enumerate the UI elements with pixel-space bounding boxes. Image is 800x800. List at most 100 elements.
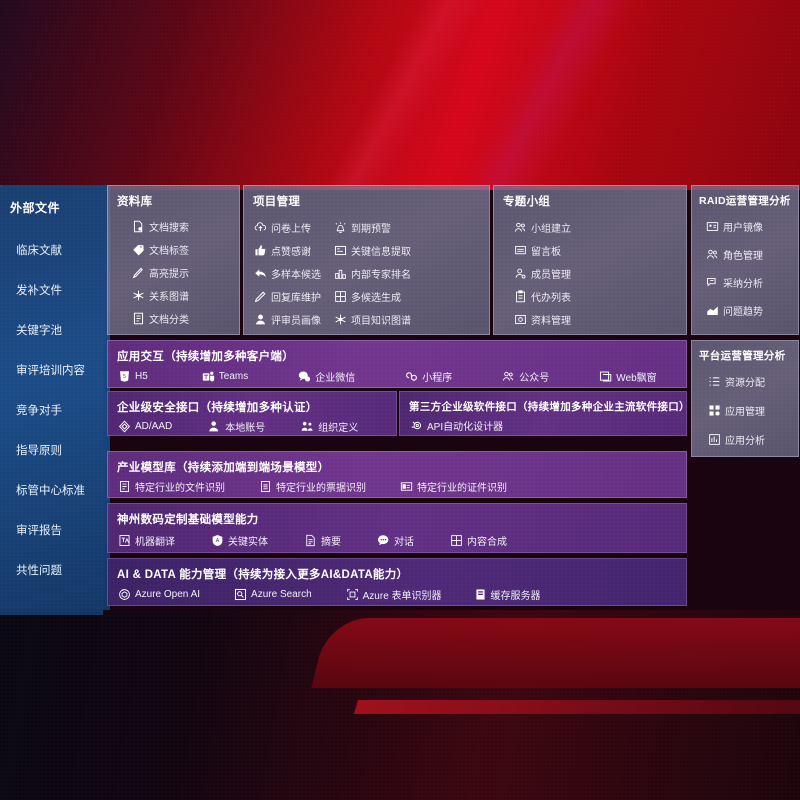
library-item-doc-classify[interactable]: 文档分类: [132, 311, 231, 326]
foundation-item-summary[interactable]: 摘要: [304, 533, 341, 548]
expand-grid-icon: [334, 290, 347, 303]
panel-raid-title: RAID运营管理分析: [699, 195, 791, 207]
bar-foundation-title: 神州数码定制基础模型能力: [117, 514, 259, 526]
shield-diamond-icon: [118, 420, 131, 433]
project-item-label: 内部专家排名: [351, 270, 411, 281]
foundation-item-translation[interactable]: 机器翻译: [118, 533, 175, 548]
interaction-item-label: Teams: [218, 371, 249, 382]
project-item-label: 关键信息提取: [351, 247, 411, 258]
interaction-item-label: 小程序: [422, 373, 453, 384]
ordered-list-icon: [708, 375, 721, 388]
foundation-item-dialog[interactable]: 对话: [377, 533, 414, 548]
panel-library: 资料库 文档搜索 文档标签 高亮提示 关系图谱 文档分类: [107, 185, 240, 335]
app-grid-gear-icon: [708, 404, 721, 417]
industry-item-label: 特定行业的票据识别: [276, 483, 366, 494]
security-item-org-definition[interactable]: 组织定义: [301, 419, 358, 434]
sidebar-item-guidelines[interactable]: 指导原则: [16, 445, 62, 457]
thirdparty-item-api-designer[interactable]: API自动化设计器: [410, 418, 503, 433]
project-item-multi-candidate[interactable]: 多候选生成: [334, 289, 414, 304]
project-item-expert-ranking[interactable]: 内部专家排名: [334, 266, 414, 281]
sidebar-item-common-issues[interactable]: 共性问题: [16, 565, 62, 577]
project-item-reply-library[interactable]: 回复库维护: [254, 289, 334, 304]
aidata-item-azure-openai[interactable]: Azure Open AI: [118, 588, 200, 601]
group-item-data-mgmt[interactable]: 资料管理: [514, 312, 602, 327]
group-item-member-mgmt[interactable]: 成员管理: [514, 266, 602, 281]
library-item-relation-graph[interactable]: 关系图谱: [132, 288, 231, 303]
raid-item-role-mgmt[interactable]: 角色管理: [706, 247, 790, 262]
industry-item-file-recognition[interactable]: 特定行业的文件识别: [118, 479, 225, 494]
project-item-multi-sample[interactable]: 多样本候选: [254, 266, 334, 281]
platform-item-resource-alloc[interactable]: 资源分配: [708, 374, 790, 389]
library-item-doc-search[interactable]: 文档搜索: [132, 219, 231, 234]
security-item-local-account[interactable]: 本地账号: [208, 419, 265, 434]
foundation-item-content-composition[interactable]: 内容合成: [450, 533, 507, 548]
project-item-reviewer-profile[interactable]: 评审员画像: [254, 312, 334, 327]
project-item-knowledge-graph[interactable]: 项目知识图谱: [334, 312, 414, 327]
web-window-icon: [599, 370, 612, 383]
group-item-label: 资料管理: [531, 316, 571, 327]
group-item-create[interactable]: 小组建立: [514, 220, 602, 235]
project-item-thanks[interactable]: 点赞感谢: [254, 243, 334, 258]
interaction-item-wecom[interactable]: 企业微信: [298, 369, 355, 384]
panel-project-management: 项目管理 问卷上传 到期预警 点赞感谢 关键信息提取 多样本候选: [243, 185, 490, 335]
library-item-label: 关系图谱: [149, 292, 189, 303]
person-portrait-icon: [254, 313, 267, 326]
sidebar-item-standards-center[interactable]: 标管中心标准: [16, 485, 85, 497]
aidata-item-cache-server[interactable]: 缓存服务器: [474, 587, 541, 602]
foundation-item-key-entity[interactable]: A 关键实体: [211, 533, 268, 548]
raid-item-issue-trend[interactable]: 问题趋势: [706, 303, 790, 318]
library-item-label: 高亮提示: [149, 269, 189, 280]
document-search-icon: [132, 220, 145, 233]
bar-security-title: 企业级安全接口（持续增加多种认证）: [117, 402, 318, 414]
raid-item-user-profile[interactable]: 用户镜像: [706, 219, 790, 234]
security-item-ad-aad[interactable]: AD/AAD: [118, 420, 172, 433]
reply-arrow-icon: [254, 267, 267, 280]
sidebar-item-keyword-pool[interactable]: 关键字池: [16, 325, 62, 337]
group-item-message-board[interactable]: 留言板: [514, 243, 594, 258]
sidebar-item-review-report[interactable]: 审评报告: [16, 525, 62, 537]
platform-item-app-analysis[interactable]: 应用分析: [708, 432, 790, 447]
idcard-recognize-icon: [400, 480, 413, 493]
background-top-gradient: [0, 0, 800, 190]
app-analysis-icon: [708, 433, 721, 446]
sidebar-item-supplement-docs[interactable]: 发补文件: [16, 285, 62, 297]
library-item-doc-tag[interactable]: 文档标签: [132, 242, 231, 257]
message-board-icon: [514, 244, 527, 257]
platform-item-app-mgmt[interactable]: 应用管理: [708, 403, 790, 418]
interaction-item-label: 公众号: [519, 373, 550, 384]
aidata-item-azure-search[interactable]: Azure Search: [234, 588, 312, 601]
people-group-icon: [514, 221, 527, 234]
group-item-todo-list[interactable]: 代办列表: [514, 289, 594, 304]
sidebar-item-competitors[interactable]: 竞争对手: [16, 405, 62, 417]
industry-item-idcard-recognition[interactable]: 特定行业的证件识别: [400, 479, 507, 494]
interaction-item-miniprogram[interactable]: 小程序: [405, 369, 452, 384]
sidebar-item-review-training[interactable]: 审评培训内容: [16, 365, 85, 377]
sidebar-item-clinical-literature[interactable]: 临床文献: [16, 245, 62, 257]
highlight-pen-icon: [132, 266, 145, 279]
document-list-icon: [132, 312, 145, 325]
sidebar-external-files: 外部文件 临床文献 发补文件 关键字池 审评培训内容 竞争对手 指导原则 标管中…: [0, 185, 103, 615]
bar-enterprise-security: 企业级安全接口（持续增加多种认证） AD/AAD 本地账号 组织定义: [107, 391, 397, 436]
interaction-item-teams[interactable]: Teams: [202, 370, 248, 383]
industry-item-receipt-recognition[interactable]: 特定行业的票据识别: [259, 479, 366, 494]
interaction-item-web-window[interactable]: Web飘窗: [599, 369, 657, 384]
bar-application-interaction: 应用交互（持续增加多种客户端） 5 H5 Teams 企业微信 小程序 公众号: [107, 340, 687, 388]
bar-industry-model-library: 产业模型库（持续添加端到端场景模型） 特定行业的文件识别 特定行业的票据识别 特…: [107, 451, 687, 498]
interaction-item-official-account[interactable]: 公众号: [502, 369, 549, 384]
panel-platform-title: 平台运营管理分析: [699, 350, 786, 362]
raid-item-label: 角色管理: [723, 251, 763, 262]
aidata-item-form-recognizer[interactable]: Azure 表单识别器: [346, 587, 442, 602]
interaction-item-label: H5: [135, 371, 148, 382]
cache-server-icon: [474, 588, 487, 601]
raid-item-adoption-analysis[interactable]: 采纳分析: [706, 275, 790, 290]
project-item-label: 多候选生成: [351, 293, 401, 304]
people-group-icon: [706, 248, 719, 261]
aidata-item-label: Azure 表单识别器: [362, 591, 442, 602]
project-item-questionnaire-upload[interactable]: 问卷上传: [254, 220, 334, 235]
interaction-item-h5[interactable]: 5 H5: [118, 370, 148, 383]
project-item-key-info-extract[interactable]: 关键信息提取: [334, 243, 414, 258]
library-item-highlight[interactable]: 高亮提示: [132, 265, 231, 280]
project-item-label: 点赞感谢: [271, 247, 311, 258]
thirdparty-item-label: API自动化设计器: [427, 422, 504, 433]
project-item-expiry-alert[interactable]: 到期预警: [334, 220, 414, 235]
